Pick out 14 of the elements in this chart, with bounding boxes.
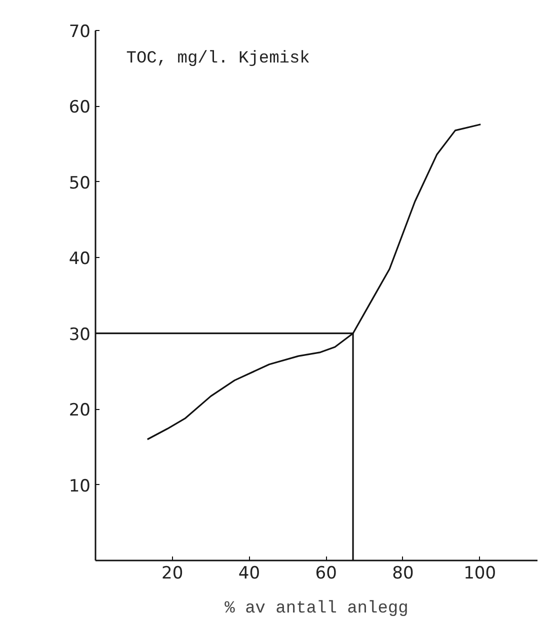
x-tick-label: 40 (238, 564, 260, 584)
x-tick-label: 80 (392, 564, 414, 584)
y-tick-label: 20 (68, 400, 91, 421)
x-tick-label: 60 (315, 564, 337, 584)
y-tick-label: 40 (68, 249, 91, 270)
y-tick-label: 30 (68, 324, 91, 345)
y-tick-label: 10 (68, 476, 91, 496)
y-tick-label: 70 (68, 22, 91, 42)
x-tick-label: 100 (464, 564, 496, 584)
y-tick-label: 60 (68, 98, 91, 118)
y-axis-title: TOC, mg/l. Kjemisk (126, 50, 310, 68)
x-tick-label: 20 (162, 564, 184, 584)
x-axis-title: % av antall anlegg (224, 600, 408, 618)
y-tick-label: 50 (68, 173, 91, 194)
